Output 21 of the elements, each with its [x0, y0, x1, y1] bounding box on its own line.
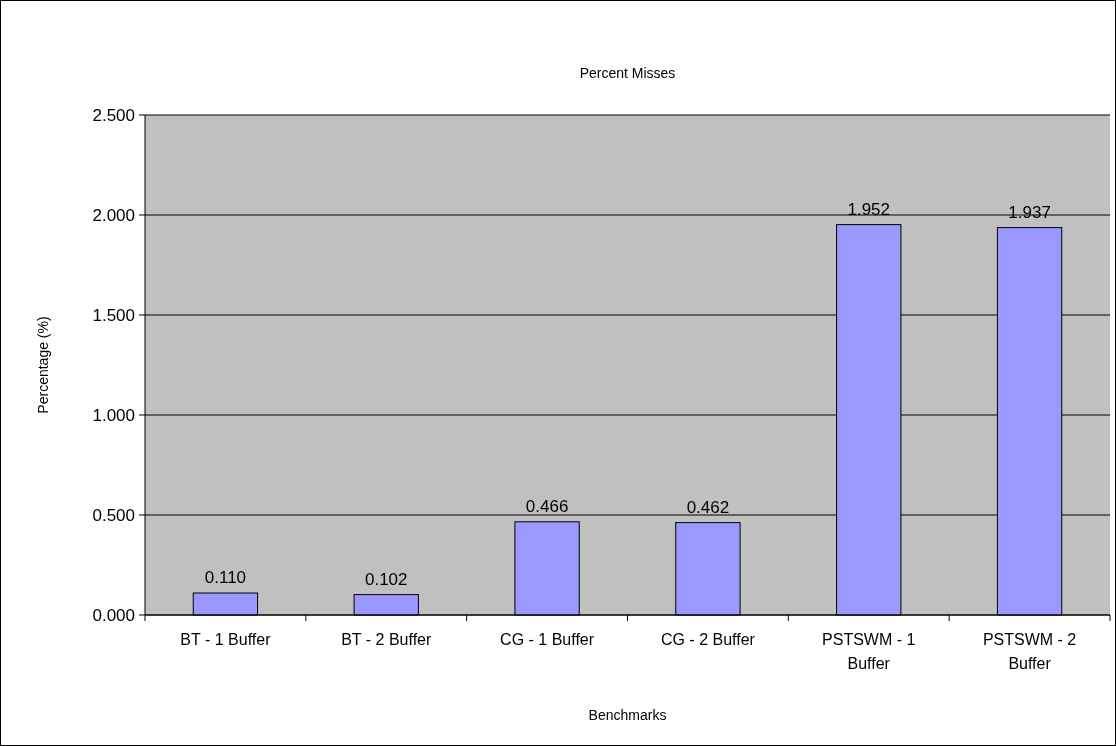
x-tick-label: BT - 1 Buffer	[180, 631, 272, 648]
x-tick-label: CG - 1 Buffer	[500, 631, 595, 648]
data-label: 1.952	[847, 199, 891, 219]
data-label: 0.462	[686, 497, 730, 517]
x-tick-label: PSTSWM - 2 Buffer	[982, 631, 1077, 672]
y-tick-label: 1.000	[92, 405, 135, 425]
y-tick-label: 2.000	[92, 205, 135, 225]
x-axis-title: Benchmarks	[588, 707, 667, 723]
y-tick-label: 1.500	[92, 305, 135, 325]
chart-title: Percent Misses	[579, 65, 676, 81]
x-tick-label: PSTSWM - 1 Buffer	[822, 631, 916, 672]
data-label: 0.466	[525, 496, 569, 516]
x-tick-label: CG - 2 Buffer	[660, 631, 756, 648]
y-tick-label: 0.000	[92, 605, 135, 625]
data-label: 1.937	[1008, 202, 1051, 222]
x-tick-label: BT - 2 Buffer	[341, 631, 432, 648]
data-label: 0.110	[204, 568, 247, 587]
y-tick-label: 0.500	[92, 505, 135, 525]
y-tick-label: 2.500	[92, 105, 135, 125]
y-axis-title: Percentage (%)	[35, 316, 51, 414]
data-label: 0.102	[364, 569, 408, 589]
